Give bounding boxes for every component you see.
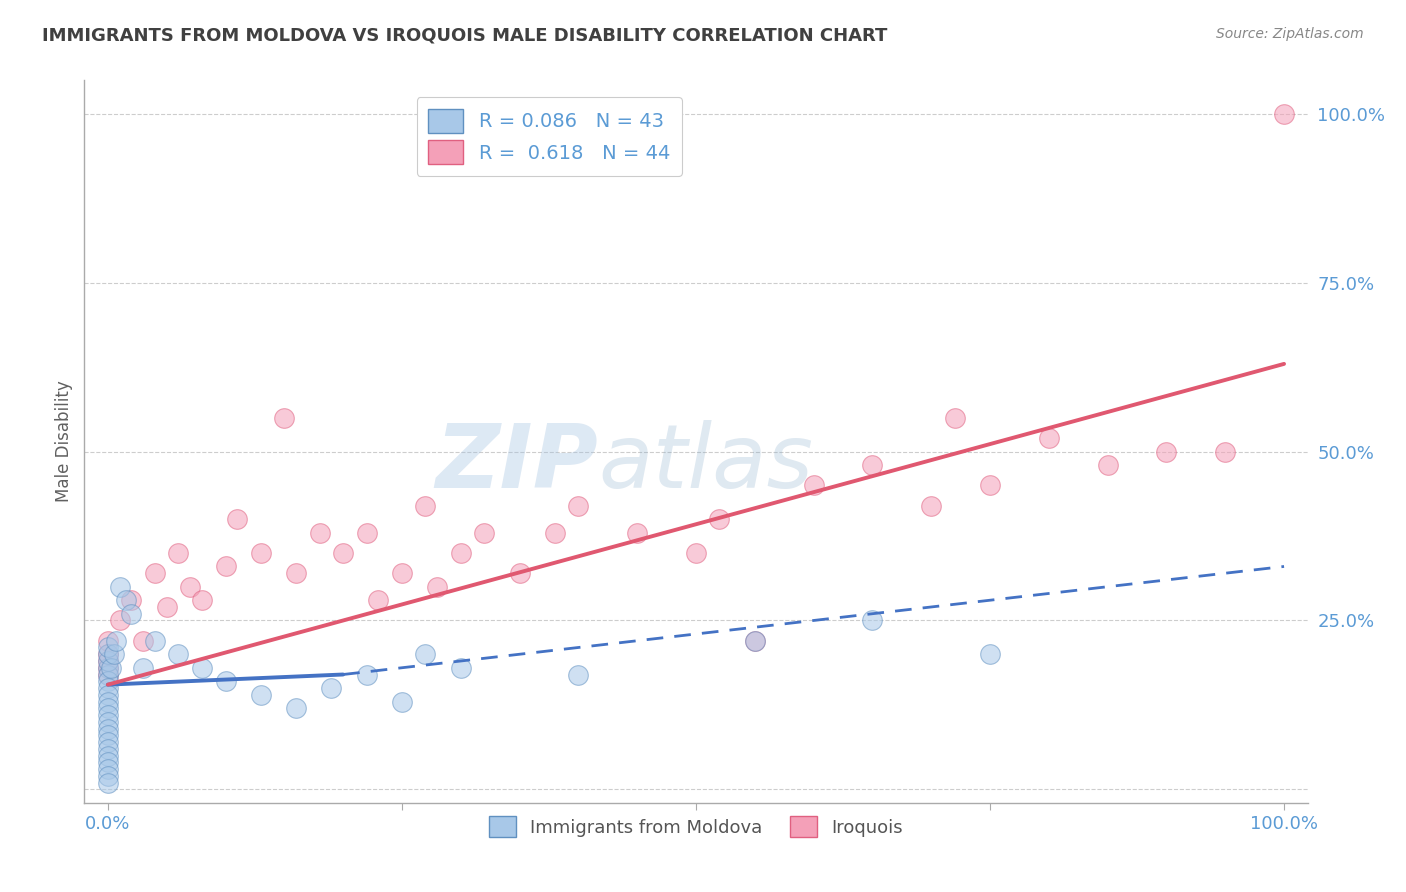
- Point: [744, 633, 766, 648]
- Point: [249, 688, 271, 702]
- Point: [567, 499, 589, 513]
- Point: [179, 580, 201, 594]
- Point: [97, 654, 120, 668]
- Point: [860, 458, 883, 472]
- Point: [108, 614, 131, 628]
- Point: [391, 566, 413, 581]
- Point: [450, 661, 472, 675]
- Point: [97, 681, 120, 695]
- Text: ZIP: ZIP: [436, 420, 598, 507]
- Point: [356, 525, 378, 540]
- Point: [332, 546, 354, 560]
- Point: [97, 728, 120, 742]
- Point: [367, 593, 389, 607]
- Point: [979, 647, 1001, 661]
- Point: [97, 701, 120, 715]
- Point: [308, 525, 330, 540]
- Point: [143, 633, 166, 648]
- Point: [191, 661, 214, 675]
- Point: [1213, 444, 1236, 458]
- Point: [132, 661, 155, 675]
- Point: [97, 647, 120, 661]
- Point: [450, 546, 472, 560]
- Point: [143, 566, 166, 581]
- Point: [97, 647, 120, 661]
- Point: [426, 580, 449, 594]
- Point: [860, 614, 883, 628]
- Point: [803, 478, 825, 492]
- Text: IMMIGRANTS FROM MOLDOVA VS IROQUOIS MALE DISABILITY CORRELATION CHART: IMMIGRANTS FROM MOLDOVA VS IROQUOIS MALE…: [42, 27, 887, 45]
- Point: [120, 607, 142, 621]
- Point: [105, 633, 128, 648]
- Point: [97, 735, 120, 749]
- Point: [100, 661, 122, 675]
- Point: [97, 722, 120, 736]
- Point: [191, 593, 214, 607]
- Point: [544, 525, 567, 540]
- Point: [97, 741, 120, 756]
- Point: [108, 580, 131, 594]
- Point: [273, 411, 295, 425]
- Point: [97, 714, 120, 729]
- Point: [214, 559, 236, 574]
- Legend: Immigrants from Moldova, Iroquois: Immigrants from Moldova, Iroquois: [482, 809, 910, 845]
- Point: [97, 769, 120, 783]
- Point: [415, 647, 437, 661]
- Point: [114, 593, 136, 607]
- Point: [415, 499, 437, 513]
- Point: [943, 411, 966, 425]
- Point: [285, 701, 308, 715]
- Point: [167, 546, 190, 560]
- Point: [214, 674, 236, 689]
- Point: [1097, 458, 1119, 472]
- Point: [120, 593, 142, 607]
- Point: [156, 599, 179, 614]
- Point: [285, 566, 308, 581]
- Point: [97, 748, 120, 763]
- Y-axis label: Male Disability: Male Disability: [55, 381, 73, 502]
- Point: [744, 633, 766, 648]
- Point: [97, 756, 120, 770]
- Point: [97, 661, 120, 675]
- Text: atlas: atlas: [598, 420, 813, 507]
- Point: [97, 775, 120, 789]
- Point: [132, 633, 155, 648]
- Point: [249, 546, 271, 560]
- Point: [509, 566, 531, 581]
- Point: [97, 654, 120, 668]
- Point: [103, 647, 125, 661]
- Point: [97, 633, 120, 648]
- Point: [167, 647, 190, 661]
- Point: [920, 499, 942, 513]
- Point: [1038, 431, 1060, 445]
- Point: [97, 688, 120, 702]
- Point: [97, 674, 120, 689]
- Point: [97, 708, 120, 723]
- Text: Source: ZipAtlas.com: Source: ZipAtlas.com: [1216, 27, 1364, 41]
- Point: [356, 667, 378, 681]
- Point: [391, 694, 413, 708]
- Point: [626, 525, 648, 540]
- Point: [97, 640, 120, 655]
- Point: [97, 667, 120, 681]
- Point: [979, 478, 1001, 492]
- Point: [97, 762, 120, 776]
- Point: [97, 661, 120, 675]
- Point: [97, 694, 120, 708]
- Point: [1272, 107, 1295, 121]
- Point: [97, 667, 120, 681]
- Point: [685, 546, 707, 560]
- Point: [709, 512, 731, 526]
- Point: [567, 667, 589, 681]
- Point: [472, 525, 495, 540]
- Point: [226, 512, 249, 526]
- Point: [1156, 444, 1178, 458]
- Point: [321, 681, 343, 695]
